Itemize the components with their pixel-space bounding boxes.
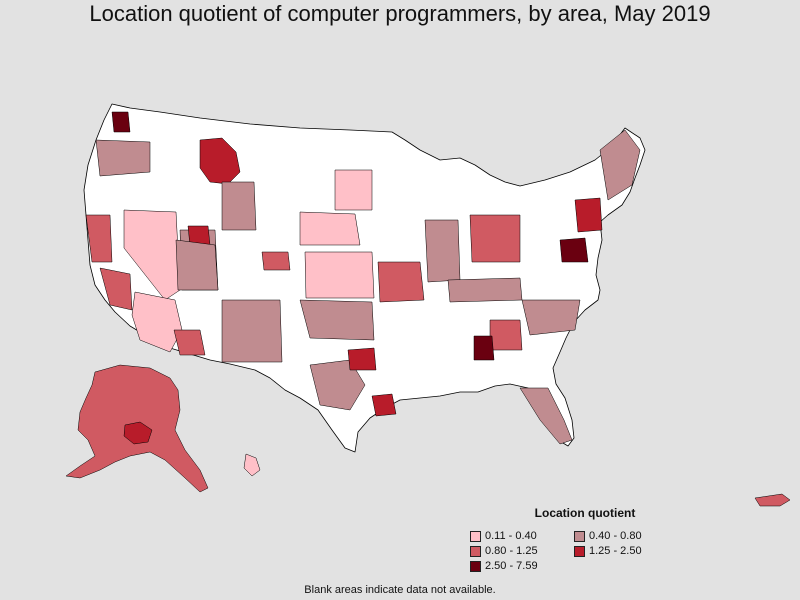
region-nevada	[123, 209, 181, 301]
region-nebraska	[299, 211, 361, 246]
region-missouri	[377, 261, 425, 303]
region-illinois	[424, 219, 461, 283]
region-kentucky	[447, 277, 523, 303]
legend-item-4: 2.50 - 7.59	[470, 560, 574, 572]
region-seattle	[111, 111, 131, 133]
region-wyoming	[221, 181, 257, 231]
region-arizona	[131, 291, 183, 353]
region-new-england	[599, 129, 641, 201]
legend-swatch	[470, 530, 481, 542]
legend-label: 1.25 - 2.50	[589, 545, 642, 557]
legend-label: 0.80 - 1.25	[485, 545, 538, 557]
region-dc-maryland	[559, 237, 589, 263]
footnote: Blank areas indicate data not available.	[304, 584, 496, 596]
region-new-mexico	[221, 299, 283, 363]
region-hawaii	[243, 453, 261, 477]
legend-label: 2.50 - 7.59	[485, 560, 538, 572]
legend-item-0: 0.11 - 0.40	[470, 530, 574, 542]
legend-swatch	[470, 545, 481, 557]
region-florida	[519, 387, 573, 445]
legend-swatch	[574, 530, 585, 542]
region-dallas	[347, 347, 377, 371]
region-alaska-anchorage	[123, 421, 153, 445]
region-phoenix	[173, 329, 206, 356]
legend-title: Location quotient	[534, 506, 636, 520]
region-atlanta	[489, 319, 523, 351]
legend-label: 0.40 - 0.80	[589, 530, 642, 542]
region-oregon	[95, 139, 151, 177]
region-montana-west	[199, 137, 241, 185]
region-puerto-rico	[754, 493, 791, 507]
region-dakotas	[334, 169, 373, 211]
region-colorado	[175, 239, 219, 291]
map-title: Location quotient of computer programmer…	[89, 1, 711, 26]
region-denver	[261, 251, 291, 271]
legend-item-1: 0.40 - 0.80	[574, 530, 684, 542]
region-texas-central	[309, 359, 366, 411]
region-new-jersey-ny	[574, 197, 603, 233]
legend-item-3: 1.25 - 2.50	[574, 545, 684, 557]
region-california-north	[85, 214, 113, 263]
region-oklahoma	[299, 299, 375, 341]
legend-label: 0.11 - 0.40	[485, 530, 537, 542]
region-ohio-valley	[469, 214, 521, 263]
legend-item-2: 0.80 - 1.25	[470, 545, 574, 557]
legend-swatch	[470, 560, 481, 572]
region-kansas	[304, 251, 375, 299]
region-alabama	[473, 335, 495, 361]
legend-swatch	[574, 545, 585, 557]
legend: Location quotient 0.11 - 0.40 0.40 - 0.8…	[470, 506, 700, 572]
region-houston	[371, 393, 397, 417]
region-carolinas	[521, 299, 581, 336]
region-california-south	[99, 267, 133, 311]
